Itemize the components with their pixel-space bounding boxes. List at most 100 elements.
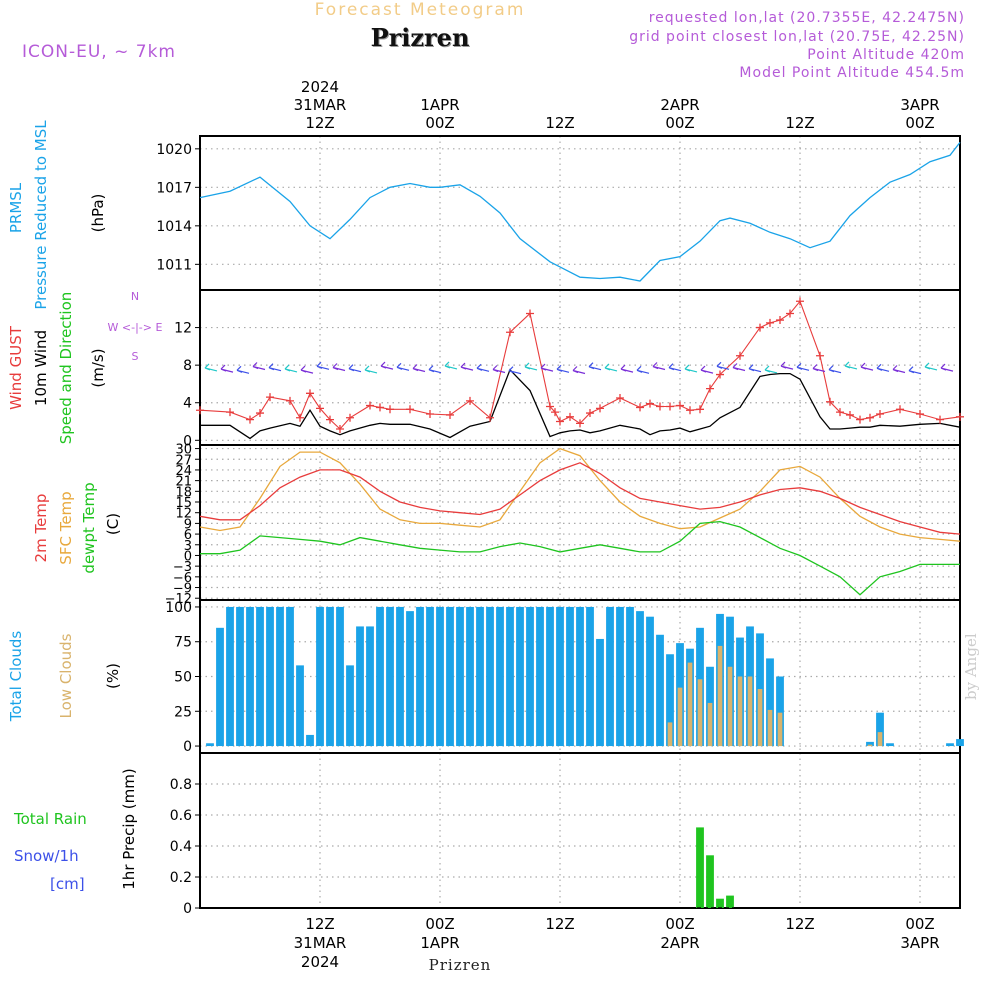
wind-direction-arrow: [444, 361, 458, 370]
gust-marker: [376, 403, 384, 412]
total-cloud-bar: [486, 606, 494, 747]
low-cloud-bar: [877, 732, 883, 747]
gust-marker: [576, 419, 584, 428]
total-cloud-bar: [576, 606, 584, 747]
y-tick-label: 25: [174, 704, 192, 720]
wind-direction-arrow: [396, 362, 410, 371]
gust-marker: [856, 415, 864, 424]
gust-marker: [616, 394, 624, 403]
gust-marker: [656, 402, 664, 411]
gust-marker: [286, 396, 294, 405]
total-cloud-bar: [496, 606, 504, 747]
gust-marker: [256, 409, 264, 418]
wind-direction-arrow: [364, 365, 378, 374]
y-tick-label: −3: [173, 560, 192, 575]
total-cloud-bar: [596, 638, 604, 747]
y-tick-label: 15: [175, 496, 192, 511]
gust-marker: [266, 393, 274, 402]
sfc-temp-line: [199, 447, 961, 542]
low-cloud-bar: [697, 679, 703, 747]
pressure-unit: (hPa): [89, 194, 107, 233]
y-tick-label: 1017: [156, 180, 192, 196]
time-label-top: 00Z: [665, 114, 694, 132]
time-label-bottom: 00Z: [665, 915, 694, 933]
t2m-line: [199, 462, 961, 535]
total-cloud-bar: [306, 734, 314, 747]
total-cloud-bar: [256, 606, 264, 747]
low-clouds-label: Low Clouds: [57, 633, 75, 718]
total-cloud-bar: [506, 606, 514, 747]
gust-marker: [866, 413, 874, 422]
wind-direction-arrow: [844, 361, 858, 370]
gust-marker: [826, 397, 834, 406]
wind-direction-arrow: [236, 365, 250, 374]
wind-direction-arrow: [620, 364, 634, 373]
gust-marker: [586, 409, 594, 418]
gust-marker: [636, 403, 644, 412]
gust-marker: [686, 406, 694, 415]
y-tick-label: 0: [184, 549, 192, 564]
grid-point-coords: grid point closest lon,lat (20.75E, 42.2…: [629, 29, 965, 45]
gust-marker: [896, 405, 904, 414]
total-cloud-bar: [336, 606, 344, 747]
time-label-bottom: 3APR: [900, 934, 939, 952]
total-cloud-bar: [346, 665, 354, 747]
wind-direction-arrow: [652, 362, 666, 371]
time-label-top: 12Z: [785, 114, 814, 132]
y-tick-label: 24: [175, 464, 192, 479]
low-cloud-bar: [867, 744, 873, 747]
rain-bar: [706, 855, 714, 908]
gust-marker: [876, 410, 884, 418]
panel-wind: 0 4 8 12: [174, 289, 961, 449]
gust-marker: [666, 402, 674, 411]
low-cloud-bar: [727, 666, 733, 747]
y-tick-label: 1014: [156, 219, 192, 235]
total-cloud-bar: [226, 606, 234, 747]
total-cloud-bar: [536, 606, 544, 747]
gust-marker: [506, 328, 514, 337]
total-clouds-label: Total Clouds: [7, 631, 25, 723]
wind-direction-arrow: [556, 364, 570, 373]
requested-coords: requested lon,lat (20.7355E, 42.2475N): [648, 10, 965, 26]
panel-pressure: 1011 1014 1017 1020: [156, 135, 961, 291]
gust-marker: [551, 408, 559, 417]
gust-marker: [596, 404, 604, 413]
wind-direction-arrow: [540, 363, 554, 372]
pressure-label-name: PRMSL: [7, 182, 25, 233]
gust-marker: [836, 408, 844, 417]
gust-marker: [816, 351, 824, 360]
gust-marker: [646, 399, 654, 408]
gust-marker: [786, 309, 794, 318]
total-cloud-bar: [636, 611, 644, 747]
total-cloud-bar: [206, 743, 214, 747]
total-cloud-bar: [616, 606, 624, 747]
wind-direction-arrow: [860, 362, 874, 371]
low-cloud-bar: [677, 687, 683, 747]
total-cloud-bar: [656, 634, 664, 747]
snow-legend: Snow/1h: [14, 847, 79, 865]
total-cloud-bar: [776, 676, 784, 747]
gust-marker: [486, 413, 494, 422]
wind-direction-arrow: [668, 363, 682, 372]
gust-marker: [346, 413, 354, 422]
wind-direction-arrow: [604, 363, 618, 372]
y-tick-label: 0: [183, 901, 192, 917]
dewpoint-line: [200, 520, 960, 596]
total-cloud-bar: [426, 606, 434, 747]
wind-direction-arrow: [684, 364, 698, 373]
time-label-top: 3APR: [900, 96, 939, 114]
wind-direction-arrow: [796, 362, 810, 371]
time-label-bottom: 12Z: [305, 915, 334, 933]
gust-marker: [226, 408, 234, 417]
total-cloud-bar: [586, 606, 594, 747]
y-tick-label: −6: [173, 571, 192, 586]
low-cloud-bar: [757, 689, 763, 747]
temp-unit: (C): [104, 513, 122, 535]
total-cloud-bar: [366, 626, 374, 747]
total-cloud-bar: [956, 739, 964, 747]
total-cloud-bar: [276, 606, 284, 747]
total-cloud-bar: [646, 616, 654, 747]
wind10-line: [200, 368, 961, 440]
